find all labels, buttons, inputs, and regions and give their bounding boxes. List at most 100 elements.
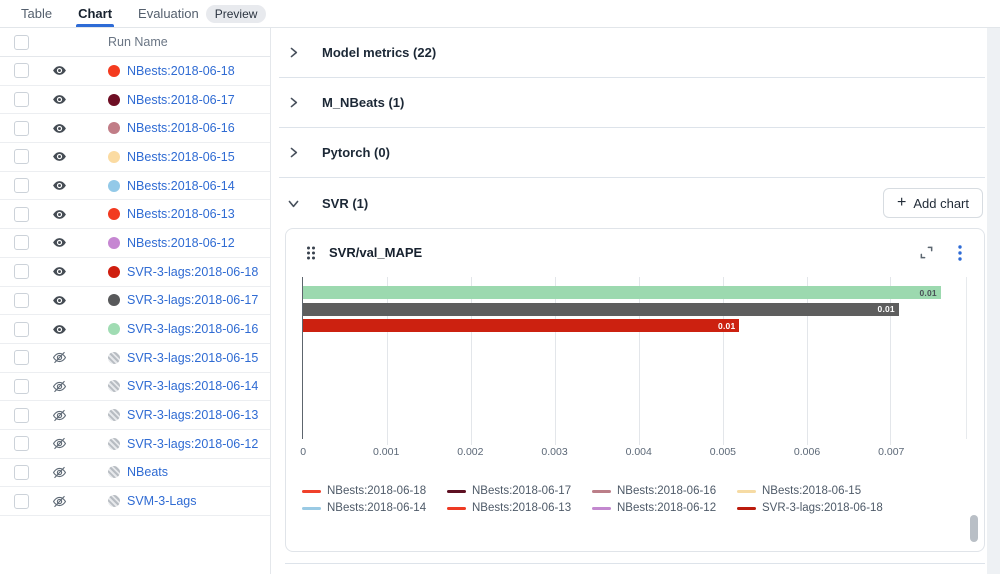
x-tick-label: 0.004 bbox=[625, 446, 652, 458]
main-area: Run Name NBests:2018-06-18 NBests:2018-0… bbox=[0, 28, 1000, 574]
legend-swatch bbox=[592, 506, 611, 510]
run-checkbox[interactable] bbox=[14, 235, 29, 251]
run-checkbox[interactable] bbox=[14, 63, 29, 79]
run-color-dot bbox=[108, 150, 120, 163]
run-name-link[interactable]: NBeats bbox=[127, 465, 168, 480]
section-pytorch[interactable]: Pytorch (0) bbox=[279, 128, 985, 178]
run-color-dot bbox=[108, 179, 120, 192]
run-name-link[interactable]: SVM-3-Lags bbox=[127, 494, 197, 509]
add-chart-button[interactable]: + Add chart bbox=[883, 188, 983, 218]
run-color-dot-disabled bbox=[108, 409, 120, 422]
chevron-down-icon bbox=[287, 197, 300, 210]
run-name-link[interactable]: NBests:2018-06-13 bbox=[127, 207, 235, 222]
kebab-menu-icon[interactable] bbox=[951, 244, 968, 261]
x-tick-label: 0.003 bbox=[541, 446, 568, 458]
eye-visible-icon[interactable] bbox=[51, 149, 67, 165]
legend-scrollbar-thumb[interactable] bbox=[970, 515, 978, 542]
run-name-link[interactable]: NBests:2018-06-16 bbox=[127, 121, 235, 136]
eye-hidden-icon[interactable] bbox=[51, 464, 67, 480]
run-name-link[interactable]: SVR-3-lags:2018-06-16 bbox=[127, 322, 259, 337]
run-name-column-header: Run Name bbox=[108, 35, 168, 49]
legend-label: SVR-3-lags:2018-06-18 bbox=[762, 502, 883, 514]
gridline bbox=[554, 277, 556, 445]
toggle-all-visibility-icon[interactable] bbox=[51, 34, 67, 50]
page-scrollbar-track[interactable] bbox=[987, 28, 1000, 574]
run-name-link[interactable]: SVR-3-lags:2018-06-15 bbox=[127, 350, 259, 365]
run-name-link[interactable]: SVR-3-lags:2018-06-13 bbox=[127, 408, 259, 423]
run-checkbox[interactable] bbox=[14, 92, 29, 108]
eye-visible-icon[interactable] bbox=[51, 178, 67, 194]
run-checkbox[interactable] bbox=[14, 350, 29, 366]
run-checkbox[interactable] bbox=[14, 407, 29, 423]
legend-label: NBests:2018-06-18 bbox=[327, 485, 427, 497]
run-table: Run Name NBests:2018-06-18 NBests:2018-0… bbox=[0, 28, 271, 574]
section-model-metrics[interactable]: Model metrics (22) bbox=[279, 28, 985, 78]
plus-icon: + bbox=[897, 194, 907, 211]
legend-item[interactable]: NBests:2018-06-15 bbox=[737, 485, 882, 497]
legend-item[interactable]: NBests:2018-06-18 bbox=[302, 485, 447, 497]
tab-chart[interactable]: Chart bbox=[65, 0, 125, 27]
run-name-link[interactable]: SVR-3-lags:2018-06-12 bbox=[127, 436, 259, 451]
run-name-link[interactable]: NBests:2018-06-17 bbox=[127, 92, 235, 107]
eye-hidden-icon[interactable] bbox=[51, 350, 67, 366]
run-checkbox[interactable] bbox=[14, 120, 29, 136]
eye-hidden-icon[interactable] bbox=[51, 407, 67, 423]
tab-table[interactable]: Table bbox=[21, 6, 53, 21]
eye-visible-icon[interactable] bbox=[51, 292, 67, 308]
fullscreen-icon[interactable] bbox=[918, 244, 935, 261]
legend-item[interactable]: NBests:2018-06-17 bbox=[447, 485, 592, 497]
section-title: M_NBeats (1) bbox=[322, 95, 405, 110]
run-checkbox[interactable] bbox=[14, 321, 29, 337]
legend-label: NBests:2018-06-17 bbox=[472, 485, 572, 497]
eye-visible-icon[interactable] bbox=[51, 120, 67, 136]
section-svr[interactable]: SVR (1) + Add chart bbox=[279, 178, 985, 228]
run-name-link[interactable]: NBests:2018-06-18 bbox=[127, 63, 235, 78]
run-name-link[interactable]: SVR-3-lags:2018-06-18 bbox=[127, 264, 259, 279]
run-name-link[interactable]: NBests:2018-06-14 bbox=[127, 178, 235, 193]
gridline bbox=[890, 277, 892, 445]
run-name-link[interactable]: SVR-3-lags:2018-06-17 bbox=[127, 293, 259, 308]
gridline bbox=[386, 277, 388, 445]
eye-hidden-icon[interactable] bbox=[51, 378, 67, 394]
run-color-dot bbox=[108, 265, 120, 278]
eye-visible-icon[interactable] bbox=[51, 321, 67, 337]
eye-hidden-icon[interactable] bbox=[51, 493, 67, 509]
run-color-dot bbox=[108, 122, 120, 135]
run-checkbox[interactable] bbox=[14, 436, 29, 452]
run-checkbox[interactable] bbox=[14, 149, 29, 165]
run-checkbox[interactable] bbox=[14, 206, 29, 222]
select-all-checkbox[interactable] bbox=[14, 34, 29, 50]
gridline bbox=[470, 277, 472, 445]
run-row: NBests:2018-06-12 bbox=[0, 229, 270, 258]
run-name-link[interactable]: SVR-3-lags:2018-06-14 bbox=[127, 379, 259, 394]
section-m-nbeats[interactable]: M_NBeats (1) bbox=[279, 78, 985, 128]
run-checkbox[interactable] bbox=[14, 264, 29, 280]
eye-visible-icon[interactable] bbox=[51, 63, 67, 79]
bar-SVR-3-lags:2018-06-17: 0.01 bbox=[303, 302, 899, 316]
legend-item[interactable]: SVR-3-lags:2018-06-18 bbox=[737, 502, 883, 514]
gridline bbox=[722, 277, 724, 445]
run-checkbox[interactable] bbox=[14, 464, 29, 480]
legend-item[interactable]: NBests:2018-06-13 bbox=[447, 502, 592, 514]
run-checkbox[interactable] bbox=[14, 378, 29, 394]
chart-card: SVR/val_MAPE bbox=[285, 228, 985, 552]
drag-handle-icon[interactable] bbox=[302, 244, 319, 261]
run-name-link[interactable]: NBests:2018-06-15 bbox=[127, 149, 235, 164]
legend-item[interactable]: NBests:2018-06-14 bbox=[302, 502, 447, 514]
run-color-dot-disabled bbox=[108, 380, 120, 393]
bar-value-label: 0.01 bbox=[919, 287, 937, 298]
eye-visible-icon[interactable] bbox=[51, 206, 67, 222]
legend-label: NBests:2018-06-12 bbox=[617, 502, 717, 514]
legend-item[interactable]: NBests:2018-06-12 bbox=[592, 502, 737, 514]
run-checkbox[interactable] bbox=[14, 178, 29, 194]
eye-hidden-icon[interactable] bbox=[51, 436, 67, 452]
eye-visible-icon[interactable] bbox=[51, 235, 67, 251]
run-checkbox[interactable] bbox=[14, 493, 29, 509]
tab-evaluation[interactable]: Evaluation Preview bbox=[125, 0, 279, 27]
run-checkbox[interactable] bbox=[14, 292, 29, 308]
section-title: Model metrics (22) bbox=[322, 45, 437, 60]
run-name-link[interactable]: NBests:2018-06-12 bbox=[127, 235, 235, 250]
eye-visible-icon[interactable] bbox=[51, 92, 67, 108]
eye-visible-icon[interactable] bbox=[51, 264, 67, 280]
legend-item[interactable]: NBests:2018-06-16 bbox=[592, 485, 737, 497]
